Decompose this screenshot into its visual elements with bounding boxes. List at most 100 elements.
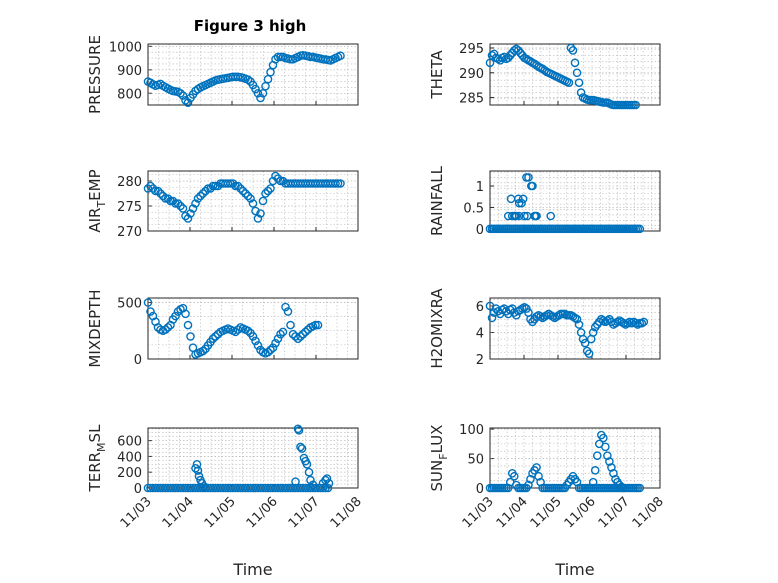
data-point — [639, 317, 649, 327]
data-point — [588, 328, 598, 337]
data-point — [333, 179, 343, 188]
data-point — [278, 327, 288, 337]
data-point — [517, 198, 526, 208]
data-point — [173, 199, 183, 208]
subplot-2: 285 290 295 THETA — [428, 42, 661, 110]
data-point — [324, 478, 334, 488]
data-point — [203, 184, 213, 193]
data-point — [297, 444, 307, 453]
y-axis-label: THETA — [428, 50, 446, 100]
data-point — [188, 204, 198, 213]
data-point — [546, 211, 556, 221]
y-tick-label: 4 — [476, 326, 484, 341]
x-tick-label: 11/03 — [460, 494, 497, 531]
y-tick-label: 295 — [459, 42, 484, 57]
data-point — [619, 483, 628, 493]
data-point — [243, 75, 253, 84]
y-axis-label: RAINFALL — [428, 165, 446, 236]
data-point — [336, 179, 345, 188]
data-point — [520, 211, 529, 221]
x-tick-label: 11/05 — [528, 494, 565, 531]
y-tick-label: 1 — [476, 180, 484, 195]
data-point — [256, 209, 265, 218]
data-point — [206, 184, 215, 193]
data-point — [246, 194, 255, 203]
data-point — [183, 320, 193, 330]
y-tick-label: 0 — [134, 482, 142, 497]
data-point — [331, 179, 340, 188]
data-point — [627, 318, 636, 328]
data-point — [194, 471, 204, 481]
data-point — [198, 189, 208, 198]
data-point — [166, 196, 175, 206]
data-point — [199, 482, 209, 491]
data-point — [251, 206, 260, 216]
data-point — [572, 68, 582, 78]
subplot-3: 270 275 280 AIRTEMP — [86, 169, 359, 240]
x-tick-label: 11/03 — [118, 494, 155, 531]
data-point — [276, 329, 285, 339]
data-point — [635, 483, 645, 493]
data-point — [566, 43, 576, 53]
data-point — [163, 194, 173, 203]
data-point — [499, 52, 509, 62]
data-point — [580, 338, 590, 348]
data-point — [296, 332, 305, 341]
data-point — [302, 460, 312, 469]
data-point — [178, 91, 188, 100]
data-point — [534, 471, 543, 481]
data-point — [193, 194, 203, 203]
data-point — [192, 460, 202, 469]
data-point — [570, 58, 580, 68]
y-tick-label: 400 — [117, 450, 142, 465]
plot-border — [147, 170, 359, 232]
data-point — [271, 338, 280, 348]
data-point — [311, 320, 320, 330]
data-point — [168, 196, 178, 206]
data-point — [213, 181, 223, 191]
data-point — [313, 320, 323, 330]
data-point — [304, 467, 314, 477]
x-tick-label: 11/07 — [286, 494, 323, 531]
data-point — [293, 334, 303, 343]
data-point — [532, 463, 541, 472]
data-point — [609, 468, 618, 478]
y-tick-label: 1000 — [109, 40, 142, 55]
data-point — [298, 329, 308, 339]
data-point — [211, 181, 220, 191]
plot-border — [147, 297, 359, 360]
data-point — [631, 318, 641, 328]
data-point — [243, 326, 253, 336]
data-point — [266, 345, 275, 355]
data-point — [588, 477, 598, 487]
data-point — [607, 463, 616, 472]
x-tick-label: 11/04 — [160, 494, 197, 531]
data-point — [143, 184, 153, 193]
data-point — [570, 313, 580, 323]
data-point — [186, 332, 195, 341]
data-point — [485, 58, 495, 68]
data-point — [208, 334, 218, 343]
data-point — [603, 451, 612, 460]
data-point — [322, 474, 332, 483]
data-point — [228, 179, 238, 188]
data-point — [286, 320, 295, 330]
data-point — [201, 186, 210, 196]
data-point — [623, 318, 632, 328]
data-point — [548, 312, 558, 321]
data-point — [281, 302, 290, 312]
data-point — [592, 451, 602, 460]
data-point — [635, 224, 645, 234]
data-point — [196, 191, 205, 201]
data-point — [176, 201, 185, 211]
data-point — [564, 78, 574, 87]
data-point — [503, 483, 513, 493]
plot-area — [147, 427, 359, 489]
y-axis-label: TERRMSL — [86, 424, 108, 493]
data-point — [283, 307, 293, 316]
data-point — [181, 309, 190, 319]
data-point — [524, 173, 533, 182]
data-point — [181, 96, 190, 105]
